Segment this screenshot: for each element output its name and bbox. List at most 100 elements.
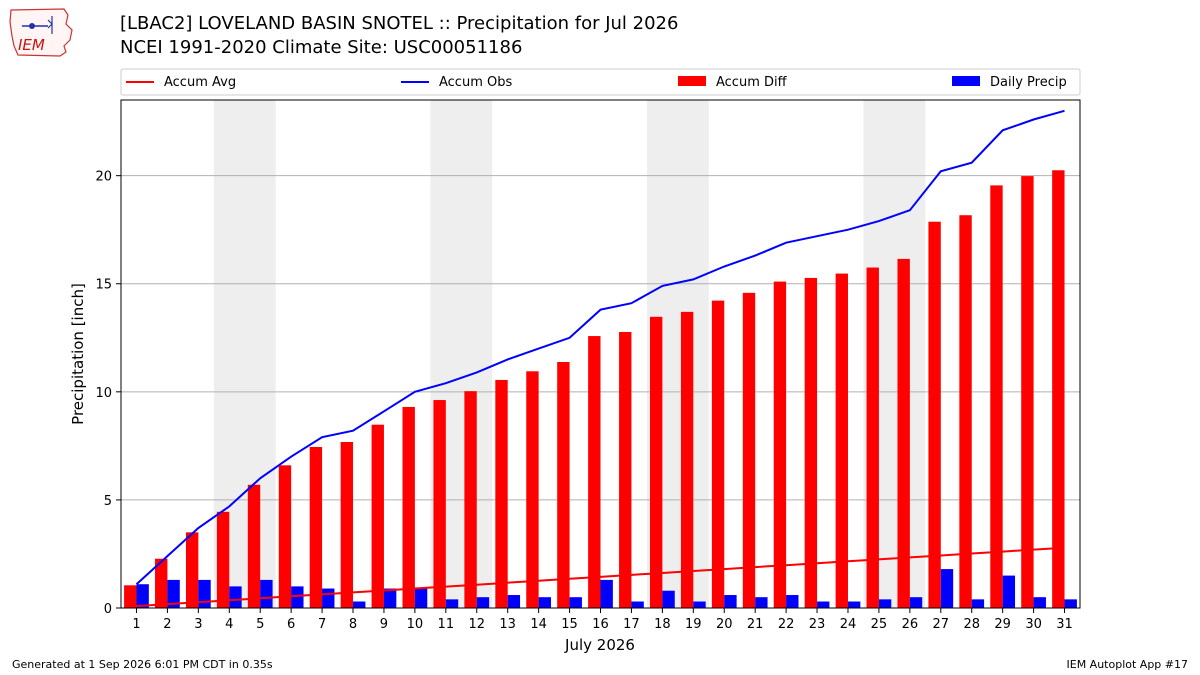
daily-precip-bar-30 [1033, 597, 1046, 608]
legend-accum-diff-swatch [678, 76, 706, 86]
legend-accum-obs-label: Accum Obs [439, 75, 512, 90]
x-tick-label-3: 3 [194, 617, 202, 632]
legend-daily-precip-swatch [952, 76, 980, 86]
daily-precip-bar-18 [662, 590, 675, 608]
daily-precip-bar-16 [600, 579, 613, 608]
daily-precip-bar-20 [724, 595, 737, 608]
accum-diff-bar-19 [680, 311, 694, 608]
x-tick-label-29: 29 [994, 617, 1011, 632]
x-tick-label-11: 11 [438, 617, 455, 632]
bars [124, 170, 1077, 609]
daily-precip-bar-3 [198, 579, 211, 608]
footer-generated: Generated at 1 Sep 2026 6:01 PM CDT in 0… [12, 658, 273, 671]
lines [135, 109, 1065, 608]
accum-diff-bar-6 [278, 465, 292, 608]
x-tick-label-28: 28 [963, 617, 980, 632]
accum-diff-bar-3 [185, 532, 199, 608]
x-axis-label: July 2026 [564, 636, 635, 654]
legend-accum-avg-label: Accum Avg [164, 75, 236, 90]
daily-precip-bar-1 [136, 584, 149, 608]
accum-diff-bar-12 [464, 391, 477, 608]
accum-diff-bar-24 [835, 273, 848, 608]
accum-diff-bar-16 [588, 336, 601, 608]
daily-precip-bar-28 [971, 599, 985, 608]
daily-precip-bar-12 [476, 597, 490, 608]
accum-diff-bar-27 [928, 221, 941, 608]
x-tick-label-24: 24 [840, 617, 857, 632]
accum-diff-bar-8 [340, 441, 354, 608]
y-tick-label-5: 5 [104, 494, 112, 509]
accum-diff-bar-18 [649, 316, 663, 608]
daily-precip-bar-22 [786, 595, 799, 608]
chart-title: [LBAC2] LOVELAND BASIN SNOTEL :: Precipi… [120, 13, 679, 34]
daily-precip-bar-2 [167, 579, 180, 608]
x-tick-label-14: 14 [530, 617, 547, 632]
x-tick-label-17: 17 [623, 617, 640, 632]
daily-precip-bar-5 [260, 579, 273, 608]
daily-precip-bar-11 [445, 599, 459, 608]
accum-obs-line [135, 109, 1065, 585]
accum-diff-bar-25 [866, 267, 879, 608]
accum-diff-bar-11 [433, 400, 446, 608]
daily-precip-bar-10 [414, 588, 428, 608]
accum-diff-bar-7 [309, 446, 323, 608]
x-tick-label-10: 10 [407, 617, 424, 632]
x-tick-label-21: 21 [747, 617, 764, 632]
x-tick-label-13: 13 [499, 617, 516, 632]
x-tick-label-30: 30 [1025, 617, 1042, 632]
x-tick-label-12: 12 [468, 617, 485, 632]
x-tick-label-15: 15 [561, 617, 578, 632]
accum-diff-bar-14 [526, 371, 539, 608]
x-tick-label-1: 1 [132, 617, 140, 632]
legend-frame [120, 68, 1081, 96]
y-tick-label-20: 20 [95, 170, 112, 185]
daily-precip-bar-17 [631, 601, 644, 608]
accum-diff-bar-26 [897, 258, 910, 608]
daily-precip-bar-25 [878, 599, 892, 608]
daily-precip-bar-26 [909, 597, 923, 608]
accum-diff-bar-29 [990, 185, 1003, 608]
x-tick-label-31: 31 [1056, 617, 1073, 632]
legend-daily-precip-label: Daily Precip [990, 75, 1067, 90]
accum-diff-bar-30 [1021, 176, 1034, 608]
accum-diff-bar-20 [711, 300, 725, 608]
legend-accum-diff-label: Accum Diff [716, 75, 788, 90]
x-tick-label-7: 7 [318, 617, 326, 632]
y-axis-label: Precipitation [inch] [69, 283, 87, 425]
daily-precip-bar-15 [569, 597, 582, 608]
daily-precip-bar-31 [1064, 599, 1077, 608]
y-tick-label-15: 15 [95, 278, 112, 293]
x-tick-label-2: 2 [163, 617, 171, 632]
x-tick-label-16: 16 [592, 617, 609, 632]
daily-precip-bar-29 [1002, 575, 1016, 608]
x-tick-label-8: 8 [349, 617, 357, 632]
x-tick-label-26: 26 [902, 617, 919, 632]
x-tick-label-27: 27 [933, 617, 950, 632]
daily-precip-bar-14 [538, 597, 552, 608]
accum-diff-bar-2 [155, 558, 168, 608]
accum-diff-bar-4 [216, 511, 230, 608]
accum-diff-bar-23 [804, 277, 818, 608]
legend: Accum Avg Accum Obs Accum Diff Daily Precip [120, 68, 1081, 96]
accum-diff-bar-22 [773, 281, 787, 608]
daily-precip-bar-19 [693, 601, 706, 608]
x-tick-label-22: 22 [778, 617, 795, 632]
accum-diff-bar-21 [742, 292, 756, 608]
x-tick-label-19: 19 [685, 617, 702, 632]
daily-precip-bar-4 [229, 586, 242, 608]
x-tick-label-25: 25 [871, 617, 888, 632]
chart-subtitle: NCEI 1991-2020 Climate Site: USC00051186 [120, 37, 523, 58]
x-tick-label-4: 4 [225, 617, 233, 632]
accum-diff-bar-13 [495, 379, 508, 608]
daily-precip-bar-7 [322, 588, 335, 608]
iem-logo-icon: IEM [9, 8, 73, 57]
daily-precip-bar-21 [755, 597, 768, 608]
accum-diff-bar-15 [557, 361, 570, 608]
x-tick-label-9: 9 [380, 617, 388, 632]
svg-text:IEM: IEM [18, 36, 45, 54]
daily-precip-bar-8 [353, 601, 366, 608]
accum-diff-bar-1 [124, 585, 137, 608]
x-tick-label-18: 18 [654, 617, 671, 632]
footer-app: IEM Autoplot App #17 [1066, 658, 1189, 671]
